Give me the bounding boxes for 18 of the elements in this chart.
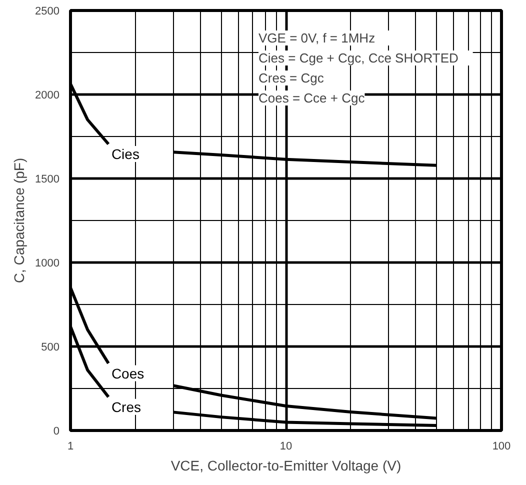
y-tick-label: 1500	[35, 174, 60, 186]
y-tick-label: 1000	[35, 258, 60, 270]
annotation: Cres = Cgc	[258, 70, 324, 86]
y-tick-label: 2000	[35, 90, 60, 102]
x-tick-label: 10	[280, 440, 292, 452]
x-axis-title: VCE, Collector-to-Emitter Voltage (V)	[170, 458, 402, 474]
series-label: Cies	[111, 146, 140, 162]
x-tick-label: 1	[67, 440, 74, 452]
series-label: Coes	[111, 365, 144, 382]
annotation: VGE = 0V, f = 1MHz	[258, 30, 376, 46]
annotation: Coes = Cce + Cgc	[258, 90, 366, 106]
y-tick-label: 0	[53, 426, 60, 438]
y-axis-title: C, Capacitance (pF)	[11, 158, 28, 284]
x-tick-label: 100	[492, 440, 511, 452]
y-tick-label: 2500	[35, 6, 60, 18]
series-label: Cres	[111, 398, 142, 415]
annotation: Cies = Cge + Cgc, Cce SHORTED	[258, 50, 458, 66]
y-tick-label: 500	[41, 342, 60, 354]
